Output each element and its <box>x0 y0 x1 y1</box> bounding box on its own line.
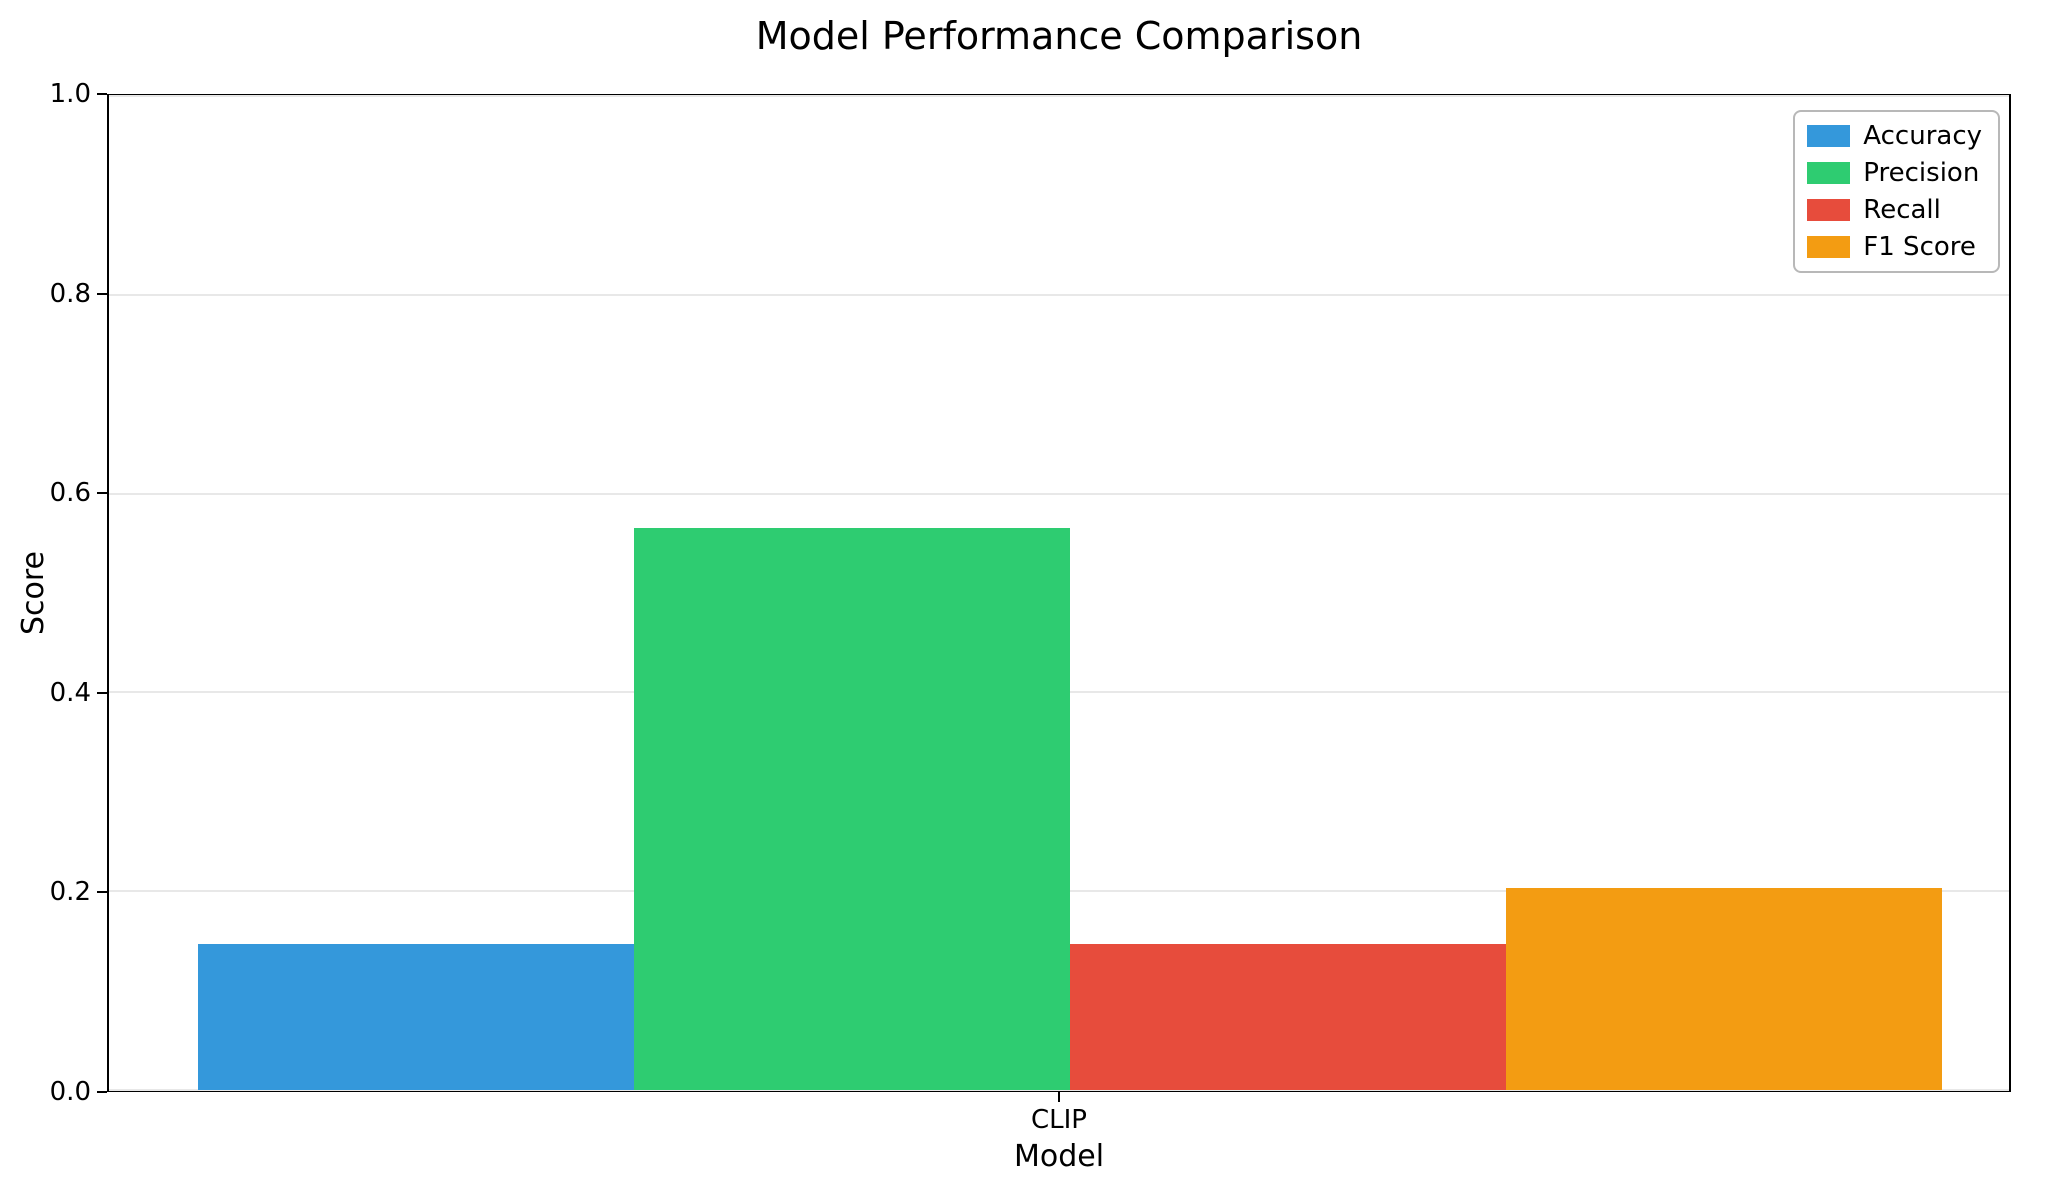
x-tick-label-clip: CLIP <box>1031 1105 1087 1135</box>
legend-swatch-icon <box>1807 199 1851 221</box>
gridline-y-0.6 <box>109 492 2009 495</box>
y-tick-label-0.8: 0.8 <box>49 278 91 309</box>
legend-swatch-icon <box>1807 236 1851 258</box>
bar-precision <box>633 528 1070 1090</box>
plot-area: Accuracy Precision Recall F1 Score <box>107 94 2011 1092</box>
gridline-y-1.0 <box>109 95 2009 97</box>
legend-label: Recall <box>1863 195 1941 225</box>
y-tick-mark <box>97 292 107 295</box>
legend: Accuracy Precision Recall F1 Score <box>1793 110 2000 273</box>
legend-entry-accuracy: Accuracy <box>1807 122 1982 150</box>
legend-entry-precision: Precision <box>1807 159 1982 187</box>
y-tick-mark <box>97 1091 107 1093</box>
legend-entry-recall: Recall <box>1807 196 1982 224</box>
bar-recall <box>1069 943 1506 1090</box>
y-tick-label-0.0: 0.0 <box>49 1077 91 1107</box>
legend-swatch-icon <box>1807 125 1851 147</box>
x-tick-mark-clip <box>1058 1092 1060 1102</box>
x-axis-label: Model <box>1013 1139 1105 1174</box>
gridline-y-0.0 <box>109 1089 2009 1091</box>
bar-f1-score <box>1505 888 1942 1090</box>
bar-accuracy <box>197 943 634 1090</box>
y-tick-label-0.4: 0.4 <box>49 677 91 708</box>
legend-label: F1 Score <box>1863 232 1976 262</box>
y-tick-mark <box>97 492 107 495</box>
y-axis-label: Score <box>16 550 51 636</box>
y-tick-label-0.2: 0.2 <box>49 877 91 908</box>
legend-label: Accuracy <box>1863 121 1982 151</box>
legend-entry-f1-score: F1 Score <box>1807 233 1982 261</box>
y-tick-label-1.0: 1.0 <box>49 79 91 109</box>
y-tick-mark <box>97 891 107 894</box>
y-tick-mark <box>97 691 107 694</box>
legend-label: Precision <box>1863 158 1980 188</box>
y-tick-mark <box>97 93 107 95</box>
legend-swatch-icon <box>1807 162 1851 184</box>
y-tick-label-0.6: 0.6 <box>49 478 91 509</box>
chart-title: Model Performance Comparison <box>755 14 1363 58</box>
gridline-y-0.8 <box>109 293 2009 296</box>
